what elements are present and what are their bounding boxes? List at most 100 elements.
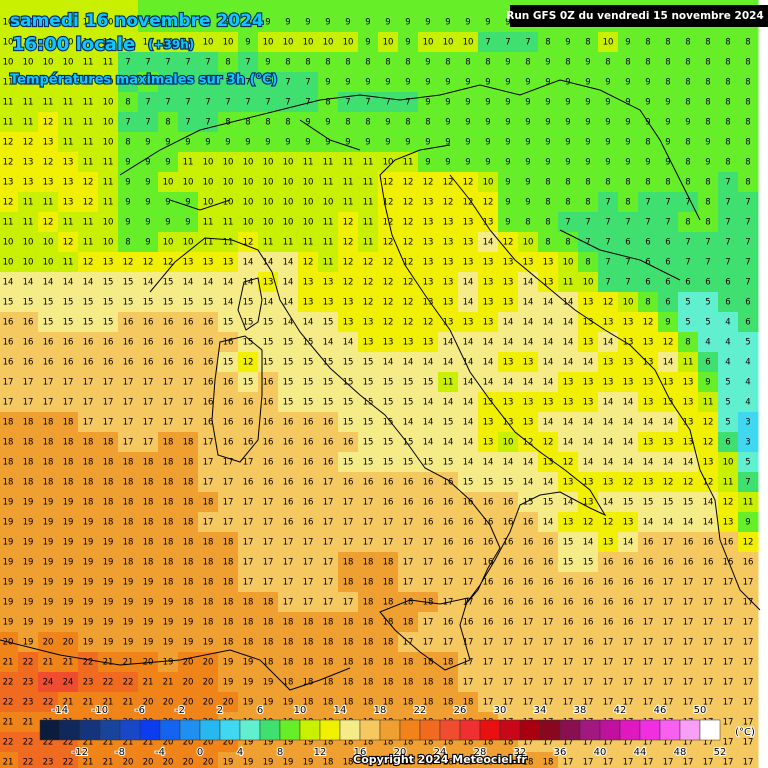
temperature-cell	[338, 492, 359, 513]
temperature-value: 8	[245, 118, 250, 128]
temperature-value: 12	[563, 458, 574, 468]
temperature-value: 14	[663, 418, 674, 428]
temperature-value: 11	[563, 278, 574, 288]
temperature-cell	[178, 512, 199, 533]
temperature-cell	[638, 92, 659, 113]
temperature-cell	[478, 52, 499, 73]
temperature-value: 19	[263, 678, 274, 688]
temperature-cell	[158, 212, 179, 233]
temperature-value: 12	[43, 118, 54, 128]
temperature-cell	[538, 512, 559, 533]
temperature-value: 13	[603, 358, 614, 368]
temperature-cell	[118, 132, 139, 153]
temperature-cell	[38, 232, 59, 253]
temperature-value: 18	[263, 598, 274, 608]
temperature-cell	[398, 192, 419, 213]
temperature-cell	[638, 432, 659, 453]
temperature-value: 13	[503, 278, 514, 288]
temperature-cell	[138, 52, 159, 73]
temperature-cell	[658, 412, 679, 433]
temperature-value: 10	[383, 158, 394, 168]
temperature-value: 17	[263, 538, 274, 548]
temperature-cell	[138, 592, 159, 613]
temperature-value: 13	[563, 518, 574, 528]
temperature-value: 16	[683, 558, 694, 568]
temperature-cell	[98, 752, 119, 768]
temperature-cell	[678, 392, 699, 413]
temperature-value: 15	[323, 358, 334, 368]
temperature-value: 10	[243, 198, 254, 208]
temperature-cell	[378, 692, 399, 713]
temperature-value: 17	[83, 378, 94, 388]
temperature-value: 10	[303, 38, 314, 48]
temperature-cell	[718, 212, 739, 233]
temperature-cell	[578, 252, 599, 273]
temperature-cell	[118, 492, 139, 513]
temperature-cell	[38, 32, 59, 53]
temperature-value: 17	[543, 738, 554, 748]
temperature-value: 14	[563, 498, 574, 508]
temperature-value: 17	[643, 638, 654, 648]
legend-swatch	[299, 719, 321, 741]
temperature-cell	[0, 52, 19, 73]
temperature-cell	[258, 132, 279, 153]
temperature-value: 14	[463, 438, 474, 448]
temperature-value: 7	[605, 258, 610, 268]
temperature-value: 18	[443, 658, 454, 668]
temperature-value: 8	[685, 218, 690, 228]
temperature-cell	[558, 452, 579, 473]
temperature-value: 19	[123, 578, 134, 588]
temperature-cell	[118, 272, 139, 293]
legend-swatch	[259, 719, 281, 741]
temperature-value: 10	[163, 238, 174, 248]
temperature-cell	[318, 372, 339, 393]
temperature-cell	[658, 72, 679, 93]
temperature-value: 10	[63, 18, 74, 28]
temperature-cell	[638, 532, 659, 553]
temperature-cell	[218, 692, 239, 713]
temperature-value: 13	[423, 298, 434, 308]
temperature-value: 16	[503, 578, 514, 588]
temperature-cell	[178, 472, 199, 493]
temperature-cell	[738, 452, 759, 473]
temperature-cell	[38, 532, 59, 553]
temperature-value: 16	[283, 518, 294, 528]
temperature-value: 19	[143, 578, 154, 588]
temperature-cell	[718, 292, 739, 313]
temperature-value: 18	[383, 658, 394, 668]
temperature-value: 13	[423, 238, 434, 248]
temperature-value: 10	[243, 158, 254, 168]
temperature-value: 14	[463, 378, 474, 388]
temperature-value: 19	[3, 618, 14, 628]
temperature-cell	[678, 492, 699, 513]
temperature-value: 6	[645, 258, 650, 268]
temperature-value: 13	[723, 518, 734, 528]
temperature-cell	[378, 172, 399, 193]
temperature-cell	[498, 632, 519, 653]
temperature-cell	[258, 192, 279, 213]
temperature-cell	[698, 52, 719, 73]
temperature-cell	[78, 112, 99, 133]
temperature-cell	[358, 192, 379, 213]
temperature-value: 8	[685, 158, 690, 168]
temperature-value: 17	[683, 758, 694, 768]
temperature-cell	[278, 352, 299, 373]
temperature-cell	[138, 392, 159, 413]
temperature-cell	[0, 72, 19, 93]
temperature-value: 11	[303, 238, 314, 248]
temperature-cell	[118, 552, 139, 573]
legend-label: -6	[135, 705, 145, 716]
temperature-value: 14	[603, 498, 614, 508]
temperature-cell	[558, 112, 579, 133]
temperature-value: 16	[263, 398, 274, 408]
temperature-value: 19	[163, 638, 174, 648]
temperature-value: 12	[383, 178, 394, 188]
temperature-cell	[538, 312, 559, 333]
temperature-value: 16	[3, 338, 14, 348]
temperature-cell	[478, 72, 499, 93]
temperature-value: 18	[183, 498, 194, 508]
temperature-value: 9	[185, 218, 190, 228]
temperature-cell	[218, 272, 239, 293]
temperature-cell	[98, 632, 119, 653]
temperature-value: 17	[603, 638, 614, 648]
